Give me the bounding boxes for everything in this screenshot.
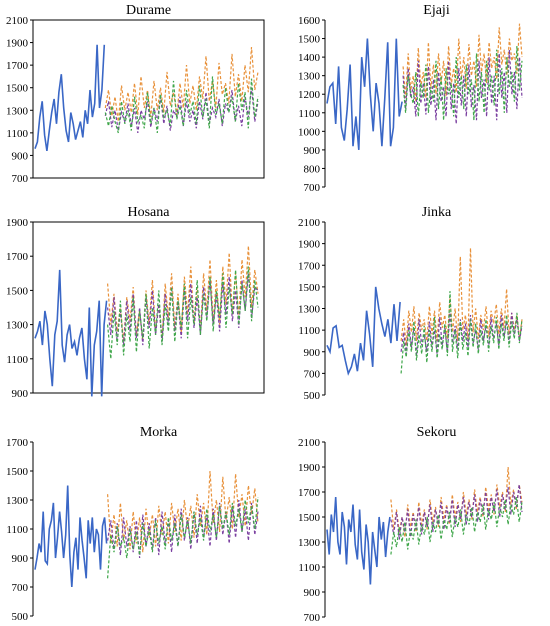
y-tick-label: 900: [304, 347, 321, 359]
series-line-observed: [34, 485, 108, 588]
y-tick-label: 1200: [298, 89, 321, 101]
y-tick-label: 1700: [298, 260, 321, 272]
series-line-scenario-a: [402, 23, 523, 102]
y-tick-label: 1500: [298, 282, 321, 294]
series-line-scenario-a: [104, 47, 259, 122]
y-tick-label: 1100: [298, 562, 320, 574]
y-tick-label: 1500: [6, 466, 29, 478]
panel-hosana: Hosana 1900 1700 1500 1300 1100 900: [6, 205, 265, 400]
y-tick-label: 1300: [6, 495, 29, 507]
y-tick-label: 700: [304, 182, 321, 194]
y-tick-label: 1500: [6, 285, 29, 297]
series-line-scenario-b: [390, 484, 523, 540]
series-line-scenario-c: [107, 266, 259, 359]
y-tick-label: 1400: [298, 52, 321, 64]
y-tick-label: 1900: [6, 38, 29, 50]
panel-sekoru: Sekoru 2100 1900 1700 1500 1300 1100 900 700: [298, 425, 523, 624]
y-tick-label: 1700: [6, 251, 29, 263]
series-line-scenario-c: [390, 496, 523, 555]
panel-durame: Durame 2100 1900 1700 1500 1300 1100 900 700: [6, 3, 265, 185]
y-tick-label: 1300: [298, 304, 321, 316]
y-tick-label: 1100: [6, 128, 28, 140]
y-tick-label: 1100: [6, 354, 28, 366]
y-tick-label: 800: [304, 163, 321, 175]
y-tick-label: 2100: [6, 15, 29, 27]
series-line-observed: [326, 38, 403, 150]
y-tick-label: 1100: [298, 325, 320, 337]
y-tick-label: 1700: [298, 487, 321, 499]
y-tick-label: 500: [304, 390, 321, 402]
y-tick-label: 2100: [298, 437, 321, 449]
y-tick-label: 1900: [298, 239, 321, 251]
y-tick-label: 1900: [6, 217, 29, 229]
y-tick-label: 1300: [6, 320, 29, 332]
panel-ejaji: Ejaji 1600 1500 1400 1300 1200 1100 1000 900 800 7…: [298, 3, 523, 194]
panel-title: Durame: [126, 3, 171, 18]
series-line-scenario-a: [390, 466, 523, 538]
series-line-scenario-b: [104, 87, 259, 133]
panel-title: Jinka: [422, 205, 452, 220]
y-tick-label: 900: [12, 150, 29, 162]
plot-frame: [32, 19, 265, 179]
panel-morka: Morka 1700 1500 1300 1100 900 700 500: [6, 425, 259, 623]
y-tick-label: 900: [12, 388, 29, 400]
y-tick-label: 900: [12, 553, 29, 565]
series-line-scenario-b: [402, 49, 523, 124]
y-tick-label: 1300: [298, 71, 321, 83]
y-tick-label: 1100: [6, 524, 28, 536]
y-tick-label: 1500: [298, 34, 321, 46]
plot-frame: [32, 221, 265, 394]
panel-jinka: Jinka 2100 1900 1700 1500 1300 1100 900 700 500: [298, 205, 523, 402]
series-line-scenario-c: [104, 76, 259, 134]
panel-title: Ejaji: [423, 3, 450, 18]
y-tick-label: 700: [12, 173, 29, 185]
series-line-scenario-a: [400, 247, 523, 346]
y-tick-label: 1900: [298, 462, 321, 474]
panel-title: Sekoru: [417, 425, 457, 440]
y-tick-label: 700: [12, 582, 29, 594]
y-tick-label: 1500: [298, 512, 321, 524]
y-tick-label: 700: [304, 612, 321, 624]
panel-title: Morka: [140, 425, 178, 440]
series-line-observed: [34, 269, 108, 397]
y-tick-label: 900: [304, 145, 321, 157]
y-tick-label: 900: [304, 587, 321, 599]
y-tick-label: 1300: [6, 105, 29, 117]
series-line-observed: [34, 44, 106, 152]
panel-title: Hosana: [128, 205, 171, 220]
y-tick-label: 2100: [298, 217, 321, 229]
series-line-scenario-a: [107, 470, 259, 553]
series-line-observed: [326, 286, 401, 376]
y-tick-label: 500: [12, 611, 29, 623]
y-tick-label: 1600: [298, 15, 321, 27]
y-tick-label: 1500: [6, 83, 29, 95]
series-line-scenario-b: [400, 312, 523, 357]
y-tick-label: 1700: [6, 60, 29, 72]
series-line-observed: [326, 496, 391, 585]
y-tick-label: 1000: [298, 126, 321, 138]
series-line-scenario-c: [107, 497, 259, 579]
series-line-scenario-c: [400, 291, 523, 374]
y-tick-label: 1700: [6, 437, 29, 449]
y-tick-label: 1300: [298, 537, 321, 549]
y-tick-label: 700: [304, 368, 321, 380]
series-line-scenario-c: [402, 45, 523, 121]
y-tick-label: 1100: [298, 108, 320, 120]
